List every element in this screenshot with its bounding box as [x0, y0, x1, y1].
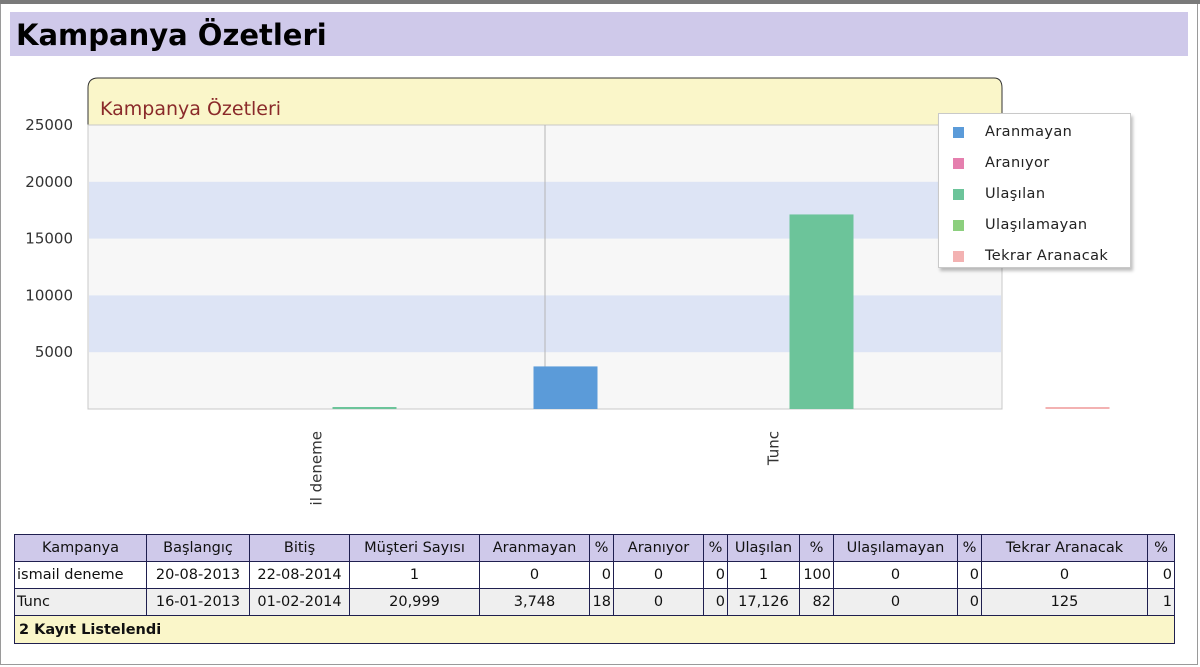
col-header-aranmayan[interactable]: Aranmayan	[479, 534, 590, 562]
col-header-tekrar-aranacak[interactable]: Tekrar Aranacak	[981, 534, 1148, 562]
cell-tekrar-aranacak-percent: 1	[1147, 588, 1175, 616]
legend-item: Tekrar Aranacak	[939, 246, 1130, 277]
cell-tekrar-aranacak: 125	[981, 588, 1148, 616]
cell-baslangic: 16-01-2013	[146, 588, 250, 616]
chart-legend: Aranmayan Aranıyor Ulaşılan Ulaşılamayan Tek…	[938, 113, 1131, 268]
legend-swatch	[953, 158, 964, 169]
cell-tekrar-aranacak-percent: 0	[1147, 561, 1175, 589]
x-category-label: il deneme	[308, 431, 326, 505]
cell-aranmayan: 0	[479, 561, 590, 589]
legend-label: Ulaşılamayan	[985, 217, 1088, 233]
cell-aranmayan-percent: 0	[589, 561, 614, 589]
col-header-ulasilamayan[interactable]: Ulaşılamayan	[833, 534, 958, 562]
top-border	[0, 0, 1200, 4]
x-category-label: Tunc	[765, 431, 783, 466]
cell-ulasilan: 1	[727, 561, 800, 589]
table-header-row: Kampanya Başlangıç Bitiş Müşteri Sayısı …	[14, 534, 1175, 562]
page-title: Kampanya Özetleri	[10, 12, 1188, 56]
legend-swatch	[953, 251, 964, 262]
cell-aranmayan: 3,748	[479, 588, 590, 616]
legend-swatch	[953, 189, 964, 200]
legend-item: Ulaşılan	[939, 184, 1130, 215]
cell-ulasilan: 17,126	[727, 588, 800, 616]
col-header-ulasilan-percent[interactable]: %	[799, 534, 834, 562]
cell-ulasilamayan: 0	[833, 588, 958, 616]
col-header-bitis[interactable]: Bitiş	[249, 534, 350, 562]
col-header-aranmayan-percent[interactable]: %	[589, 534, 614, 562]
cell-ulasilamayan-percent: 0	[957, 561, 982, 589]
col-header-ulasilamayan-percent[interactable]: %	[957, 534, 982, 562]
col-header-tekrar-aranacak-percent[interactable]: %	[1147, 534, 1175, 562]
chart-title-tab	[87, 77, 1003, 126]
cell-kampanya: Tunc	[14, 588, 147, 616]
col-header-musteri-sayisi[interactable]: Müşteri Sayısı	[349, 534, 480, 562]
table-footer-row: 2 Kayıt Listelendi	[14, 615, 1175, 644]
col-header-araniyor[interactable]: Aranıyor	[613, 534, 704, 562]
y-tick-label: 20000	[25, 173, 73, 191]
cell-musteri-sayisi: 1	[349, 561, 480, 589]
y-tick-label: 15000	[25, 230, 73, 248]
cell-tekrar-aranacak: 0	[981, 561, 1148, 589]
bar-aranmayan-1	[533, 366, 598, 409]
chart-title: Kampanya Özetleri	[100, 97, 281, 120]
legend-label: Aranıyor	[985, 155, 1050, 171]
campaign-summary-table: Kampanya Başlangıç Bitiş Müşteri Sayısı …	[14, 534, 1175, 644]
y-tick-label: 5000	[35, 343, 73, 361]
legend-swatch	[953, 127, 964, 138]
col-header-ulasilan[interactable]: Ulaşılan	[727, 534, 800, 562]
cell-ulasilamayan-percent: 0	[957, 588, 982, 616]
col-header-araniyor-percent[interactable]: %	[703, 534, 728, 562]
cell-musteri-sayisi: 20,999	[349, 588, 480, 616]
cell-ulasilan-percent: 100	[799, 561, 834, 589]
cell-kampanya: ismail deneme	[14, 561, 147, 589]
col-header-kampanya[interactable]: Kampanya	[14, 534, 147, 562]
cell-araniyor: 0	[613, 588, 704, 616]
y-tick-label: 10000	[25, 286, 73, 304]
legend-item: Aranmayan	[939, 122, 1130, 153]
cell-aranmayan-percent: 18	[589, 588, 614, 616]
record-count-footer: 2 Kayıt Listelendi	[14, 615, 1175, 644]
cell-araniyor-percent: 0	[703, 561, 728, 589]
cell-araniyor-percent: 0	[703, 588, 728, 616]
cell-ulasilamayan: 0	[833, 561, 958, 589]
legend-item: Aranıyor	[939, 153, 1130, 184]
bar-tekrar-aranacak-1	[1045, 407, 1110, 409]
cell-baslangic: 20-08-2013	[146, 561, 250, 589]
cell-bitis: 22-08-2014	[249, 561, 350, 589]
legend-label: Tekrar Aranacak	[985, 248, 1109, 264]
campaign-summary-chart: Kampanya Özetleri 5000 10000 15000 20000 2500…	[25, 77, 1110, 505]
table-row[interactable]: ismail deneme 20-08-2013 22-08-2014 1 0 …	[14, 561, 1175, 589]
cell-araniyor: 0	[613, 561, 704, 589]
col-header-baslangic[interactable]: Başlangıç	[146, 534, 250, 562]
legend-swatch	[953, 220, 964, 231]
bar-ula-lan-0	[332, 407, 397, 409]
legend-label: Ulaşılan	[985, 186, 1046, 202]
bar-ula-lan-1	[789, 214, 854, 409]
y-tick-label: 25000	[25, 116, 73, 134]
legend-item: Ulaşılamayan	[939, 215, 1130, 246]
table-row[interactable]: Tunc 16-01-2013 01-02-2014 20,999 3,748 …	[14, 588, 1175, 616]
cell-ulasilan-percent: 82	[799, 588, 834, 616]
cell-bitis: 01-02-2014	[249, 588, 350, 616]
legend-label: Aranmayan	[985, 124, 1073, 140]
